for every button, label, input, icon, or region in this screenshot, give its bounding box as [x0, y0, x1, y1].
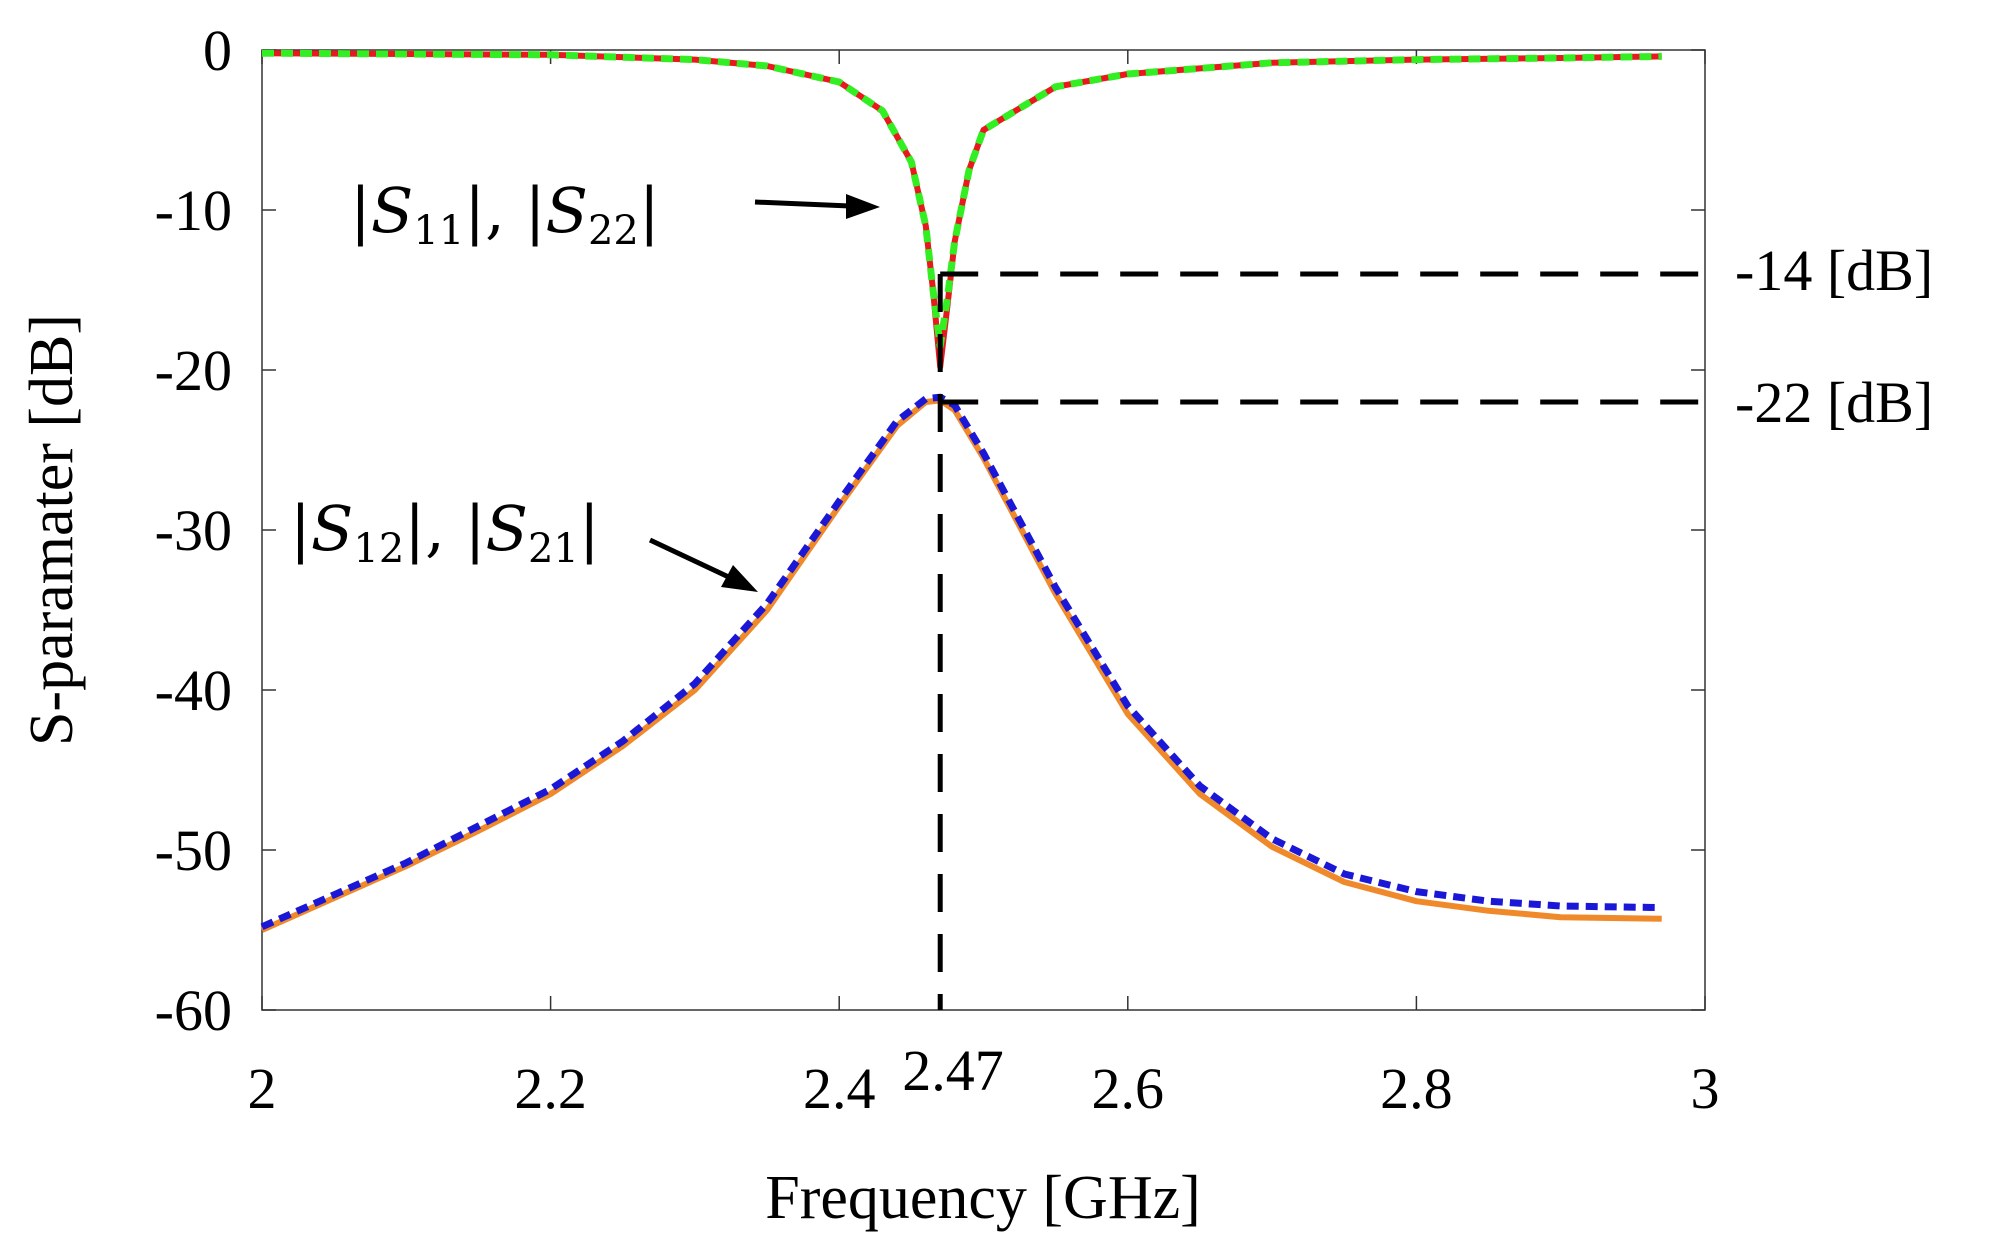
y-tick-labels: 0 -10 -20 -30 -40 -50 -60 [155, 18, 232, 1043]
series-line-s12 [260, 393, 1662, 930]
x-tick-label: 2.8 [1380, 1056, 1453, 1121]
ref-label-minus-14: -14 [dB] [1735, 238, 1933, 303]
y-tick-label: -60 [155, 978, 232, 1043]
s12-s21-label: |S12|, |S21| [290, 492, 600, 572]
x-tick-label: 3 [1691, 1056, 1720, 1121]
x-axis-title: Frequency [GHz] [765, 1164, 1201, 1232]
y-axis-title: S-paramater [dB] [18, 314, 86, 746]
arrow-icon-s11-s22 [754, 194, 880, 219]
arrow-icon-s12-s21 [648, 537, 758, 592]
y-tick-label: -20 [155, 338, 232, 403]
x-tick-label: 2.2 [514, 1056, 587, 1121]
series-line-s21 [260, 397, 1662, 933]
x-tick-labels: 2 2.2 2.4 2.6 2.8 3 [248, 1056, 1720, 1121]
y-tick-label: -50 [155, 818, 232, 883]
ref-label-minus-22: -22 [dB] [1735, 370, 1933, 435]
s11-s22-label: |S11|, |S22| [350, 174, 660, 254]
x-tick-label: 2 [248, 1056, 277, 1121]
x-tick-label: 2.6 [1092, 1056, 1165, 1121]
marker-label-2-47: 2.47 [902, 1038, 1004, 1103]
y-tick-label: 0 [203, 18, 232, 83]
y-tick-label: -40 [155, 658, 232, 723]
x-tick-label: 2.4 [803, 1056, 876, 1121]
y-tick-label: -10 [155, 178, 232, 243]
y-tick-label: -30 [155, 498, 232, 563]
